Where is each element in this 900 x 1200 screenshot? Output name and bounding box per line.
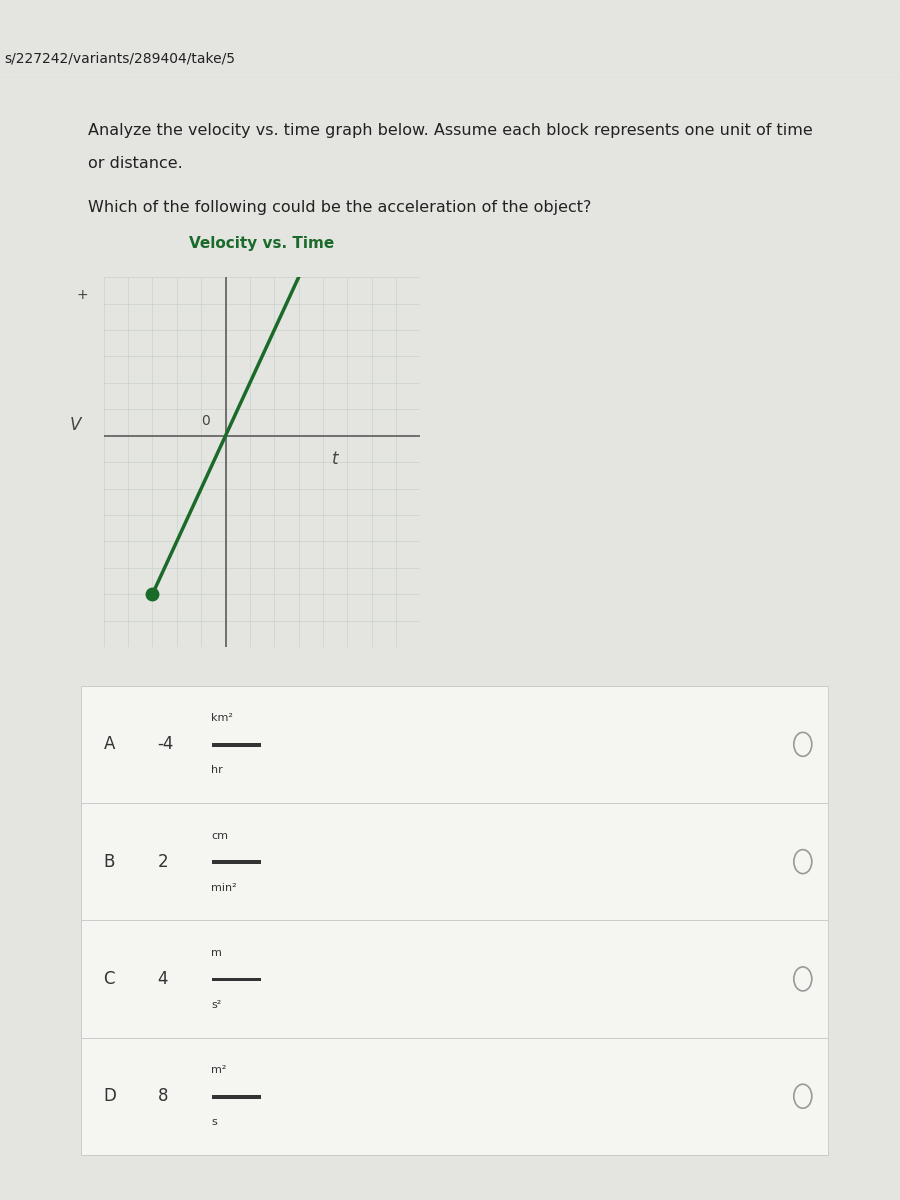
Text: s: s: [212, 1117, 217, 1127]
Text: +: +: [76, 288, 88, 302]
Text: s/227242/variants/289404/take/5: s/227242/variants/289404/take/5: [4, 52, 236, 65]
Text: A: A: [104, 736, 115, 754]
Text: Analyze the velocity vs. time graph below. Assume each block represents one unit: Analyze the velocity vs. time graph belo…: [88, 122, 813, 138]
Text: m: m: [212, 948, 222, 958]
Text: hr: hr: [212, 766, 223, 775]
Text: 4: 4: [158, 970, 168, 988]
Text: 0: 0: [201, 414, 210, 428]
Text: 8: 8: [158, 1087, 168, 1105]
Text: s²: s²: [212, 1000, 221, 1010]
Text: 2: 2: [158, 853, 168, 871]
Text: cm: cm: [212, 830, 229, 840]
Text: D: D: [104, 1087, 116, 1105]
Text: -4: -4: [158, 736, 174, 754]
Text: V: V: [70, 416, 82, 434]
Text: min²: min²: [212, 883, 237, 893]
Text: Which of the following could be the acceleration of the object?: Which of the following could be the acce…: [88, 200, 591, 215]
Text: m²: m²: [212, 1066, 227, 1075]
Text: Velocity vs. Time: Velocity vs. Time: [190, 236, 335, 251]
Text: C: C: [104, 970, 115, 988]
Text: B: B: [104, 853, 115, 871]
Text: km²: km²: [212, 713, 233, 724]
Text: t: t: [332, 450, 338, 468]
Text: or distance.: or distance.: [88, 156, 183, 170]
